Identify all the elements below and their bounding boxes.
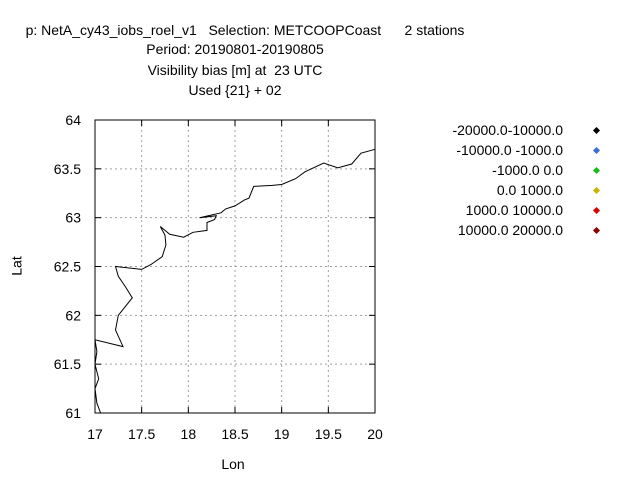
y-tick-label: 63.5 xyxy=(54,161,81,177)
y-axis-label: Lat xyxy=(8,256,25,276)
legend-label: 1000.0 10000.0 xyxy=(465,202,563,218)
legend-label: -20000.0-10000.0 xyxy=(452,122,563,138)
x-tick-label: 18 xyxy=(181,426,197,442)
plot-frame xyxy=(94,119,376,414)
coastline xyxy=(94,148,376,414)
x-tick-label: 19 xyxy=(274,426,290,442)
y-tick-label: 62.5 xyxy=(54,259,81,275)
legend-label: 0.0 1000.0 xyxy=(496,182,563,198)
y-tick-label: 61 xyxy=(65,405,81,421)
x-tick-label: 18.5 xyxy=(221,426,248,442)
plot-title-line1: p: NetA_cy43_iobs_roel_v1 Selection: MET… xyxy=(25,22,465,38)
x-tick-label: 19.5 xyxy=(315,426,342,442)
x-tick-label: 17 xyxy=(87,426,103,442)
x-axis-label: Lon xyxy=(221,456,245,472)
y-tick-label: 63 xyxy=(65,210,81,226)
x-tick-label: 17.5 xyxy=(128,426,155,442)
plot-title-parameter: Visibility bias [m] at 23 UTC xyxy=(147,62,323,78)
y-tick-label: 64 xyxy=(65,112,81,128)
y-tick-label: 62 xyxy=(65,307,81,323)
legend-label: -10000.0 -1000.0 xyxy=(456,142,563,158)
plot-title-period: Period: 20190801-20190805 xyxy=(146,41,324,57)
legend-label: 10000.0 20000.0 xyxy=(457,222,563,238)
legend-label: -1000.0 0.0 xyxy=(492,162,563,178)
x-tick-label: 20 xyxy=(367,426,383,442)
y-tick-label: 61.5 xyxy=(54,356,81,372)
plot-title-used: Used {21} + 02 xyxy=(188,82,282,98)
